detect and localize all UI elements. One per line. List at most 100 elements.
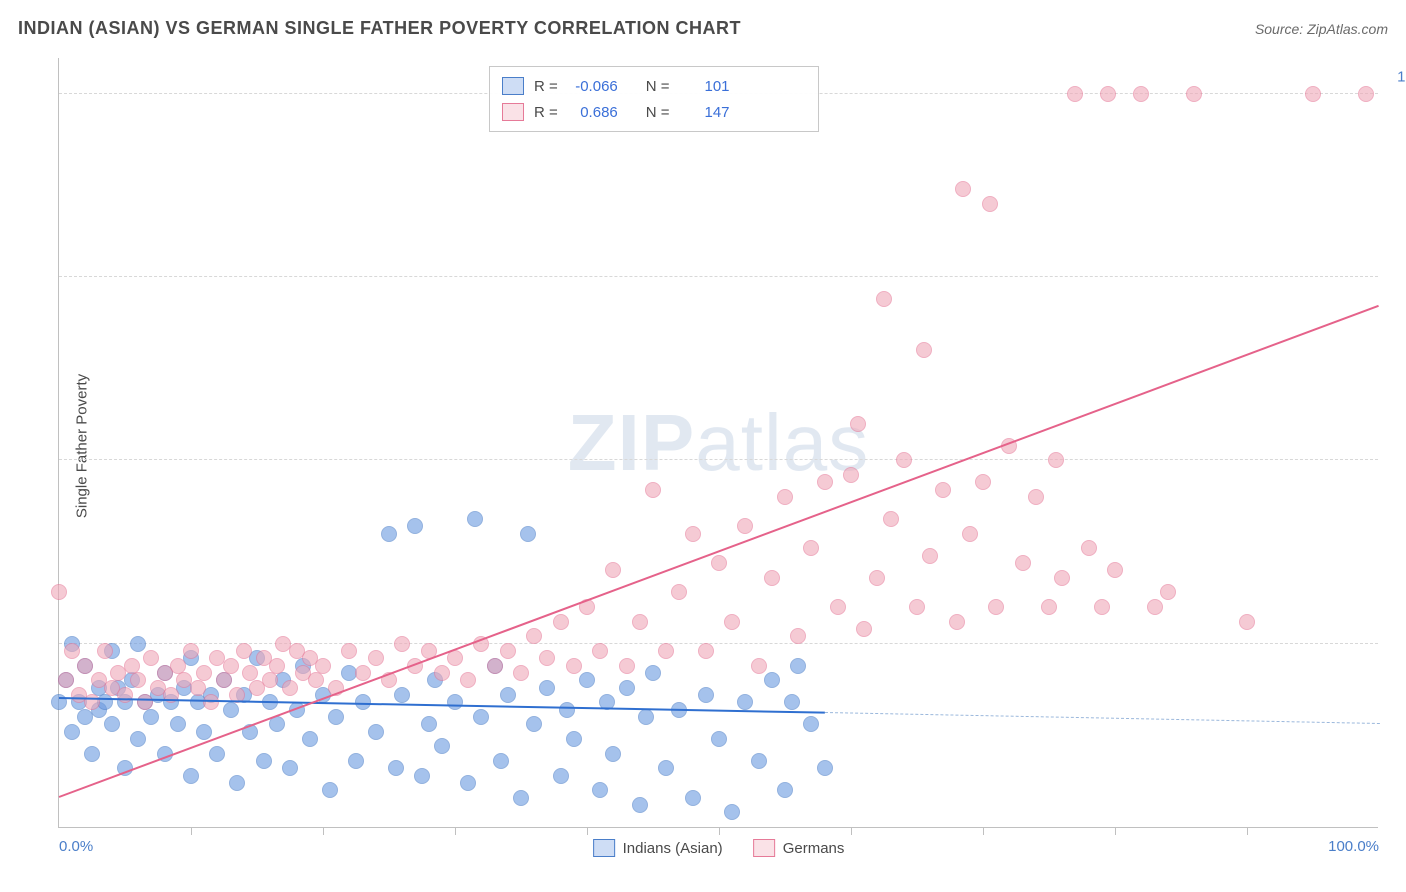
y-tick-label: 25.0% xyxy=(1388,618,1406,635)
data-point xyxy=(196,665,212,681)
data-point xyxy=(137,694,153,710)
data-point xyxy=(64,724,80,740)
data-point xyxy=(388,760,404,776)
data-point xyxy=(553,768,569,784)
legend-swatch xyxy=(593,839,615,857)
data-point xyxy=(262,672,278,688)
data-point xyxy=(513,665,529,681)
data-point xyxy=(487,658,503,674)
data-point xyxy=(216,672,232,688)
data-point xyxy=(619,680,635,696)
data-point xyxy=(671,584,687,600)
data-point xyxy=(51,584,67,600)
data-point xyxy=(368,724,384,740)
data-point xyxy=(1160,584,1176,600)
trend-line xyxy=(825,712,1379,724)
data-point xyxy=(559,702,575,718)
x-tick xyxy=(983,827,984,835)
x-tick xyxy=(587,827,588,835)
x-tick xyxy=(323,827,324,835)
data-point xyxy=(414,768,430,784)
y-tick-label: 75.0% xyxy=(1388,252,1406,269)
data-point xyxy=(830,599,846,615)
data-point xyxy=(817,760,833,776)
data-point xyxy=(592,643,608,659)
data-point xyxy=(1067,86,1083,102)
data-point xyxy=(638,709,654,725)
data-point xyxy=(605,562,621,578)
data-point xyxy=(394,687,410,703)
data-point xyxy=(1015,555,1031,571)
data-point xyxy=(124,658,140,674)
data-point xyxy=(302,731,318,747)
gridline-h xyxy=(59,459,1378,460)
data-point xyxy=(407,518,423,534)
data-point xyxy=(982,196,998,212)
data-point xyxy=(843,467,859,483)
data-point xyxy=(58,672,74,688)
data-point xyxy=(190,680,206,696)
data-point xyxy=(1147,599,1163,615)
n-label: N = xyxy=(646,104,670,121)
data-point xyxy=(97,643,113,659)
x-tick xyxy=(1115,827,1116,835)
data-point xyxy=(282,680,298,696)
data-point xyxy=(711,731,727,747)
stats-row: R =0.686N =147 xyxy=(502,99,806,125)
legend-item: Indians (Asian) xyxy=(593,839,723,857)
data-point xyxy=(645,665,661,681)
data-point xyxy=(143,650,159,666)
data-point xyxy=(883,511,899,527)
data-point xyxy=(553,614,569,630)
data-point xyxy=(513,790,529,806)
data-point xyxy=(460,672,476,688)
data-point xyxy=(170,658,186,674)
data-point xyxy=(84,746,100,762)
data-point xyxy=(592,782,608,798)
data-point xyxy=(698,687,714,703)
data-point xyxy=(784,694,800,710)
data-point xyxy=(1094,599,1110,615)
gridline-h xyxy=(59,643,1378,644)
data-point xyxy=(467,511,483,527)
legend-label: Germans xyxy=(783,840,845,857)
data-point xyxy=(381,526,397,542)
data-point xyxy=(869,570,885,586)
data-point xyxy=(764,570,780,586)
data-point xyxy=(143,709,159,725)
data-point xyxy=(282,760,298,776)
data-point xyxy=(183,768,199,784)
data-point xyxy=(539,680,555,696)
data-point xyxy=(632,614,648,630)
data-point xyxy=(724,614,740,630)
data-point xyxy=(242,665,258,681)
data-point xyxy=(269,658,285,674)
data-point xyxy=(579,672,595,688)
data-point xyxy=(949,614,965,630)
data-point xyxy=(170,716,186,732)
legend-item: Germans xyxy=(753,839,845,857)
scatter-chart: ZIPatlas 25.0%50.0%75.0%100.0%0.0%100.0%… xyxy=(58,58,1378,828)
data-point xyxy=(685,790,701,806)
x-tick xyxy=(1247,827,1248,835)
data-point xyxy=(566,731,582,747)
r-value: 0.686 xyxy=(568,104,618,121)
data-point xyxy=(308,672,324,688)
data-point xyxy=(434,738,450,754)
data-point xyxy=(493,753,509,769)
data-point xyxy=(315,658,331,674)
data-point xyxy=(737,518,753,534)
data-point xyxy=(698,643,714,659)
data-point xyxy=(856,621,872,637)
data-point xyxy=(473,709,489,725)
x-tick-label: 100.0% xyxy=(1328,838,1379,855)
data-point xyxy=(130,636,146,652)
x-tick xyxy=(191,827,192,835)
data-point xyxy=(645,482,661,498)
data-point xyxy=(130,731,146,747)
data-point xyxy=(1133,86,1149,102)
data-point xyxy=(975,474,991,490)
data-point xyxy=(104,716,120,732)
data-point xyxy=(1028,489,1044,505)
data-point xyxy=(256,753,272,769)
